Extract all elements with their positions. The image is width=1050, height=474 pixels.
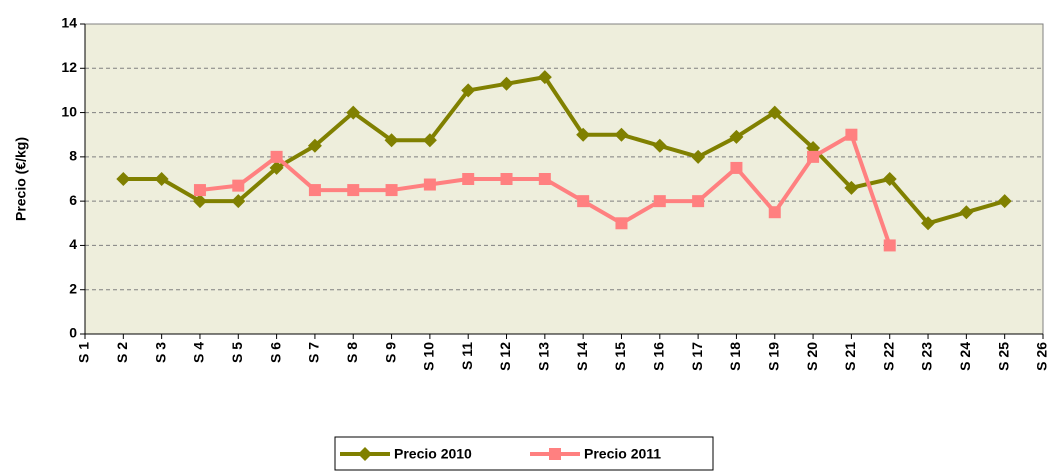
- y-tick-label: 0: [69, 325, 77, 341]
- data-point: [768, 206, 781, 219]
- x-tick-label: S 21: [842, 342, 858, 371]
- data-point: [422, 133, 437, 148]
- x-tick-label: S 1: [76, 342, 92, 363]
- x-tick-label: S 20: [804, 342, 820, 371]
- data-point: [231, 194, 246, 209]
- data-point: [882, 172, 897, 186]
- x-tick-label: S 4: [191, 342, 207, 363]
- data-point: [307, 138, 322, 153]
- data-point: [499, 76, 514, 91]
- x-tick-label: S 26: [1034, 342, 1050, 371]
- x-tick-label: S 16: [651, 342, 667, 371]
- legend-label: Precio 2011: [584, 446, 661, 462]
- data-point: [767, 105, 782, 120]
- data-point: [232, 179, 245, 192]
- x-tick-label: S 9: [382, 342, 398, 363]
- legend: [334, 436, 714, 471]
- data-point: [192, 194, 207, 209]
- x-tick-label: S 6: [267, 342, 283, 363]
- x-tick-label: S 12: [497, 342, 513, 371]
- plot-area: [84, 23, 1044, 335]
- y-tick-label: 12: [61, 59, 77, 75]
- data-point: [730, 161, 743, 174]
- data-point: [997, 194, 1012, 209]
- data-point: [347, 184, 360, 197]
- y-tick-label: 14: [61, 15, 77, 31]
- data-point: [116, 172, 131, 186]
- data-point: [614, 127, 629, 142]
- x-tick-label: S 11: [459, 342, 475, 370]
- data-point: [154, 172, 169, 186]
- data-point: [193, 184, 206, 197]
- data-point: [845, 128, 858, 141]
- x-tick-label: S 18: [727, 342, 743, 371]
- data-point: [385, 184, 398, 197]
- x-tick-label: S 8: [344, 342, 360, 363]
- legend-marker: [358, 447, 372, 461]
- data-point: [461, 83, 476, 98]
- data-point: [346, 105, 361, 120]
- y-tick-label: 2: [69, 280, 77, 296]
- data-point: [537, 70, 552, 85]
- series-line: [123, 75, 1006, 226]
- data-point: [500, 173, 513, 185]
- data-point: [384, 133, 399, 148]
- data-point: [692, 195, 705, 208]
- y-tick-label: 8: [69, 148, 77, 164]
- data-point: [308, 184, 321, 197]
- y-tick-label: 10: [61, 103, 77, 119]
- data-point: [844, 180, 859, 195]
- x-tick-label: S 23: [919, 342, 935, 371]
- data-point: [959, 205, 974, 220]
- x-tick-label: S 17: [689, 342, 705, 371]
- x-tick-label: S 22: [880, 342, 896, 371]
- y-tick-label: 4: [69, 236, 77, 252]
- data-point: [729, 129, 744, 144]
- x-tick-label: S 7: [306, 342, 322, 363]
- x-tick-label: S 13: [536, 342, 552, 371]
- x-tick-label: S 19: [765, 342, 781, 371]
- data-point: [652, 138, 667, 153]
- data-point: [691, 149, 706, 164]
- data-point: [538, 173, 551, 185]
- y-axis-label: Precio (€/kg): [13, 137, 29, 221]
- legend-label: Precio 2010: [394, 446, 472, 462]
- data-point: [615, 217, 628, 230]
- x-tick-label: S 15: [612, 342, 628, 371]
- data-point: [653, 195, 666, 208]
- data-point: [576, 127, 591, 142]
- data-point: [462, 173, 475, 185]
- x-tick-label: S 10: [421, 342, 437, 371]
- data-point: [807, 150, 820, 163]
- data-point: [269, 160, 284, 175]
- x-tick-label: S 25: [995, 342, 1011, 371]
- x-tick-label: S 2: [114, 342, 130, 363]
- data-point: [883, 239, 896, 252]
- x-tick-label: S 5: [229, 342, 245, 363]
- x-tick-label: S 3: [152, 342, 168, 363]
- data-point: [577, 195, 590, 208]
- y-tick-label: 6: [69, 192, 77, 208]
- data-point: [423, 178, 436, 191]
- legend-marker: [549, 448, 561, 460]
- x-tick-label: S 14: [574, 342, 590, 371]
- data-point: [270, 150, 283, 163]
- data-point: [921, 216, 936, 231]
- x-tick-label: S 24: [957, 342, 973, 371]
